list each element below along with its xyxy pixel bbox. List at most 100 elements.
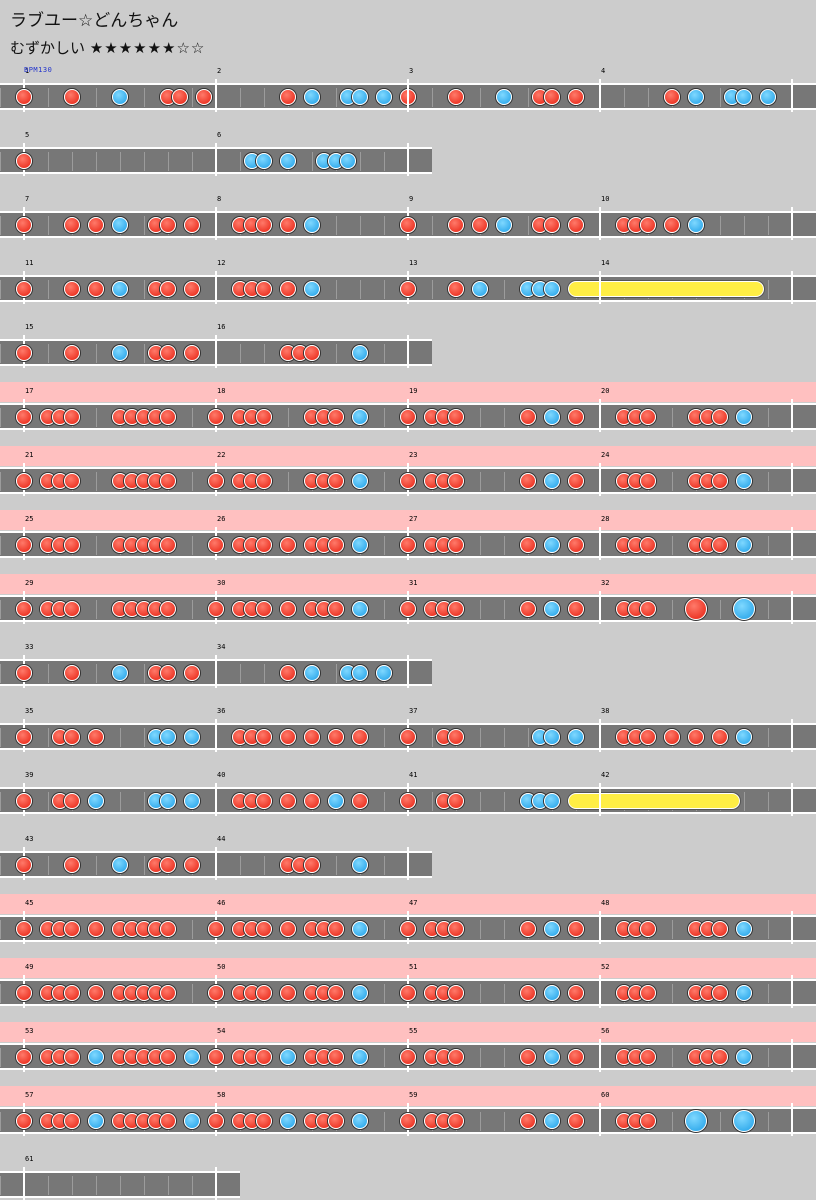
beat-line	[96, 408, 97, 427]
don-note	[208, 1049, 224, 1065]
measure-number: 11	[25, 259, 34, 267]
ka-note	[736, 729, 752, 745]
measure-number: 13	[409, 259, 418, 267]
beat-line	[672, 984, 673, 1003]
don-note	[64, 1113, 80, 1129]
measure-line	[407, 79, 409, 112]
beat-line	[768, 600, 769, 619]
don-note	[640, 601, 656, 617]
beat-line	[768, 1112, 769, 1131]
beat-line	[264, 88, 265, 107]
beat-line	[432, 792, 433, 811]
measure-line	[791, 591, 793, 624]
measure-number: 60	[601, 1091, 610, 1099]
chart-row: 35 36 37 38	[0, 702, 816, 752]
don-note	[64, 665, 80, 681]
beat-line	[384, 152, 385, 171]
beat-line	[624, 88, 625, 107]
don-note	[88, 217, 104, 233]
beat-line	[144, 152, 145, 171]
measure-line	[215, 783, 217, 816]
don-note	[352, 729, 368, 745]
beat-line	[336, 88, 337, 107]
don-note	[160, 857, 176, 873]
note-track: 39 40 41 42	[0, 771, 816, 816]
beat-line	[672, 1048, 673, 1067]
don-note	[64, 409, 80, 425]
chart-row: 61	[0, 1150, 240, 1200]
chart-row: 33 34	[0, 638, 432, 688]
don-note	[16, 281, 32, 297]
beat-line	[48, 344, 49, 363]
don-note	[568, 921, 584, 937]
don-note	[256, 793, 272, 809]
don-note	[568, 537, 584, 553]
beat-line	[480, 792, 481, 811]
beat-line	[192, 88, 193, 107]
measure-line	[215, 1167, 217, 1200]
ka-note	[688, 89, 704, 105]
don-note	[256, 281, 272, 297]
don-note	[712, 1049, 728, 1065]
ka-note	[352, 985, 368, 1001]
don-note	[256, 729, 272, 745]
ka-note	[544, 601, 560, 617]
don-note	[400, 281, 416, 297]
beat-line	[0, 1176, 1, 1195]
don-note	[160, 217, 176, 233]
don-note	[160, 601, 176, 617]
ka-note	[472, 281, 488, 297]
don-note	[16, 985, 32, 1001]
measure-line	[791, 527, 793, 560]
measure-number: 43	[25, 835, 34, 843]
beat-line	[168, 152, 169, 171]
don-note	[400, 217, 416, 233]
ka-note	[88, 793, 104, 809]
beat-line	[672, 600, 673, 619]
measure-line	[407, 847, 409, 880]
beat-line	[192, 152, 193, 171]
measure-number: 6	[217, 131, 222, 139]
don-note	[520, 409, 536, 425]
beat-line	[144, 216, 145, 235]
don-note	[448, 793, 464, 809]
beat-line	[0, 856, 1, 875]
beat-line	[528, 88, 529, 107]
don-note	[256, 921, 272, 937]
chart-row: 29 30 31 32	[0, 574, 816, 624]
ka-note	[760, 89, 776, 105]
don-note	[280, 665, 296, 681]
don-note	[328, 1113, 344, 1129]
don-note	[304, 345, 320, 361]
beat-line	[744, 792, 745, 811]
measure-number: 16	[217, 323, 226, 331]
don-note	[448, 921, 464, 937]
ka-note	[352, 89, 368, 105]
beat-line	[480, 472, 481, 491]
ka-note	[352, 409, 368, 425]
don-note	[64, 473, 80, 489]
measure-line	[215, 271, 217, 304]
beat-line	[432, 280, 433, 299]
ka-note	[280, 1049, 296, 1065]
measure-line	[791, 975, 793, 1008]
beat-line	[432, 216, 433, 235]
beat-line	[96, 664, 97, 683]
don-note	[568, 1049, 584, 1065]
don-note	[64, 345, 80, 361]
ka-note	[544, 1049, 560, 1065]
don-note	[520, 985, 536, 1001]
gogo-band	[0, 1086, 816, 1106]
don-note	[448, 89, 464, 105]
beat-line	[672, 472, 673, 491]
measure-line	[599, 463, 601, 496]
ka-note	[112, 665, 128, 681]
don-note	[88, 281, 104, 297]
measure-line	[215, 143, 217, 176]
don-note	[448, 729, 464, 745]
don-note	[160, 345, 176, 361]
ka-note	[544, 793, 560, 809]
note-track: 15 16	[0, 323, 432, 368]
measure-number: 58	[217, 1091, 226, 1099]
